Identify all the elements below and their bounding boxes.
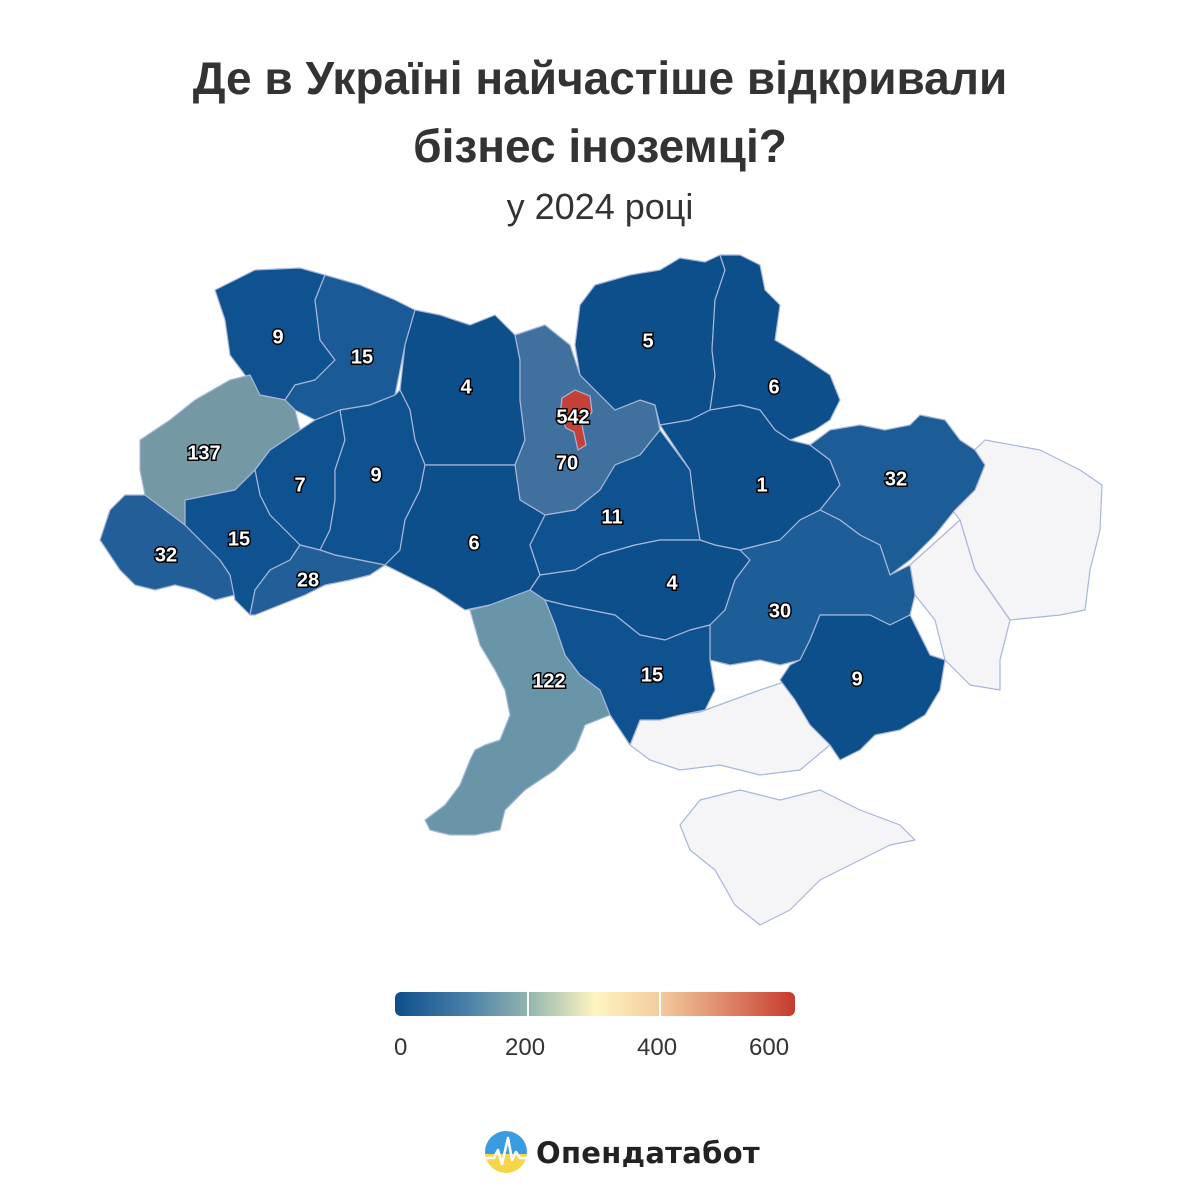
brand-footer: Опендатабот — [484, 1130, 760, 1174]
label-cherkasy: 11 — [601, 506, 622, 528]
label-zaporizhzhia: 9 — [851, 668, 862, 690]
map-title: Де в Україні найчастіше відкривали бізнес… — [192, 52, 1008, 172]
label-lviv: 137 — [187, 442, 220, 464]
label-sumy: 6 — [768, 376, 779, 398]
donetsk-region — [909, 519, 1011, 691]
label-kharkiv: 32 — [885, 468, 907, 490]
label-zakarpattia: 32 — [155, 544, 177, 566]
label-rivne: 15 — [351, 346, 373, 368]
legend-tick-600: 600 — [749, 1034, 790, 1061]
brand-name: Опендатабот — [536, 1136, 761, 1170]
label-dnipropetrovsk: 30 — [769, 600, 791, 622]
occupied-territories — [629, 439, 1103, 926]
label-chernihiv: 5 — [642, 330, 653, 352]
label-poltava: 1 — [756, 474, 767, 496]
label-volyn: 9 — [272, 326, 283, 348]
color-scale-legend — [395, 992, 795, 1016]
label-khmelnytskyi: 9 — [370, 464, 381, 486]
kherson-south — [629, 679, 831, 776]
label-kirovohrad: 4 — [666, 572, 678, 594]
label-odesa: 122 — [532, 670, 565, 692]
region-mykolaiv — [544, 599, 716, 746]
regions-layer — [99, 254, 986, 836]
region-sumy — [709, 254, 841, 441]
region-zaporizhzhia — [779, 614, 946, 761]
legend-divider — [659, 992, 661, 1016]
region-kyiv-city — [559, 389, 593, 451]
label-kyiv-oblast: 70 — [556, 452, 578, 474]
label-ternopil: 7 — [294, 474, 305, 496]
label-zhytomyr: 4 — [460, 376, 472, 398]
label-kyiv-city: 542 — [556, 406, 589, 428]
value-labels: 9 15 4 70 542 5 6 137 7 9 6 11 1 32 32 1… — [153, 325, 908, 694]
label-ivano-frankivsk: 15 — [228, 528, 250, 550]
label-vinnytsia: 6 — [468, 532, 479, 554]
legend-tick-0: 0 — [394, 1034, 408, 1061]
label-mykolaiv: 15 — [641, 664, 663, 686]
region-chernivtsi — [249, 544, 386, 616]
legend-divider — [527, 992, 529, 1016]
legend-tick-400: 400 — [637, 1034, 678, 1061]
map-subtitle: у 2024 році — [506, 186, 694, 227]
opendatabot-logo-icon — [485, 1131, 527, 1173]
crimea-region — [679, 789, 916, 926]
color-scale-bar — [395, 992, 795, 1016]
legend-tick-200: 200 — [505, 1034, 546, 1061]
label-chernivtsi: 28 — [297, 569, 319, 591]
